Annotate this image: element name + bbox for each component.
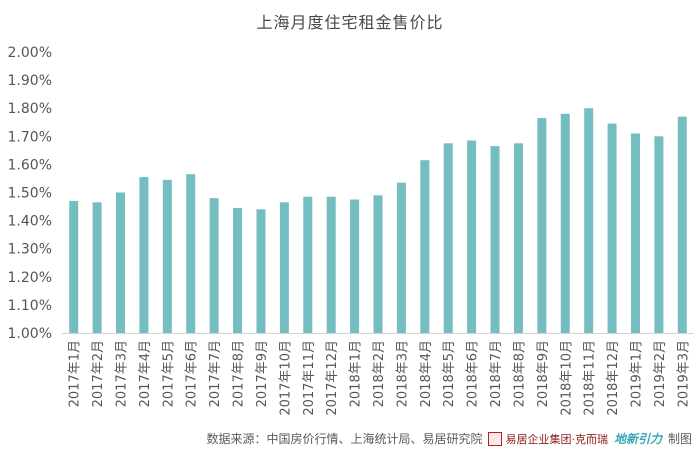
bar — [209, 198, 219, 333]
y-tick-label: 2.00% — [8, 45, 52, 61]
bar — [279, 202, 289, 333]
brand-name: 易居企业集团·克而瑞 — [505, 432, 608, 446]
bar — [443, 143, 453, 333]
x-tick-label: 2018年4月 — [419, 340, 434, 407]
x-tick-label: 2017年5月 — [161, 340, 176, 407]
y-tick-label: 1.80% — [8, 101, 52, 117]
bar — [92, 202, 102, 333]
source-note: 数据来源：中国房价行情、上海统计局、易居研究院 — [206, 432, 483, 446]
x-tick-label: 2017年12月 — [325, 340, 340, 416]
x-tick-label: 2017年10月 — [278, 340, 293, 416]
credit-label: 制图 — [667, 432, 692, 446]
bar — [467, 140, 477, 333]
y-tick-label: 1.60% — [8, 157, 52, 173]
x-tick-label: 2017年3月 — [115, 340, 130, 407]
y-tick-label: 1.50% — [8, 186, 52, 202]
bar — [513, 143, 523, 333]
bar — [420, 160, 430, 333]
brand-logo: 易居企业集团·克而瑞 — [488, 431, 608, 447]
x-tick-label: 2017年1月 — [68, 340, 83, 407]
y-tick-label: 1.10% — [8, 298, 52, 314]
bar — [654, 136, 664, 333]
bar — [303, 196, 313, 333]
bar — [396, 182, 406, 333]
x-tick-label: 2019年2月 — [653, 340, 668, 407]
bar — [373, 195, 383, 333]
bar — [584, 108, 594, 333]
x-tick-label: 2019年1月 — [629, 340, 644, 407]
x-tick-label: 2018年6月 — [466, 340, 481, 407]
seal-icon — [488, 431, 503, 446]
x-tick-label: 2017年11月 — [302, 340, 317, 416]
x-tick-label: 2017年9月 — [255, 340, 270, 407]
x-tick-label: 2018年3月 — [395, 340, 410, 407]
bar — [116, 192, 126, 333]
bar — [69, 200, 79, 333]
y-tick-label: 1.90% — [8, 73, 52, 89]
y-axis-labels: 1.00% 1.10% 1.20% 1.30% 1.40% 1.50% 1.60% 1.70%… — [8, 45, 52, 342]
bar — [560, 113, 570, 333]
bar — [139, 177, 149, 333]
x-tick-label: 2017年6月 — [185, 340, 200, 407]
y-tick-label: 1.70% — [8, 129, 52, 145]
bar — [630, 133, 640, 333]
bar — [537, 118, 547, 333]
bar — [162, 179, 172, 333]
x-tick-label: 2017年4月 — [138, 340, 153, 407]
bar — [490, 146, 500, 333]
bar — [233, 207, 243, 333]
x-tick-label: 2018年12月 — [606, 340, 621, 416]
x-tick-label: 2018年9月 — [536, 340, 551, 407]
y-tick-label: 1.00% — [8, 326, 52, 342]
x-tick-label: 2019年3月 — [676, 340, 691, 407]
bar — [677, 116, 687, 333]
x-tick-label: 2018年10月 — [559, 340, 574, 416]
brand-mark-logo: 地新引力 — [613, 432, 662, 446]
x-tick-label: 2018年1月 — [349, 340, 364, 407]
bar — [326, 196, 336, 333]
y-tick-label: 1.40% — [8, 214, 52, 230]
x-tick-label: 2018年8月 — [512, 340, 527, 407]
x-tick-label: 2017年2月 — [91, 340, 106, 407]
bar — [256, 209, 266, 333]
y-tick-label: 1.20% — [8, 270, 52, 286]
bar — [607, 123, 617, 333]
bars — [69, 108, 687, 333]
chart-title: 上海月度住宅租金售价比 — [256, 13, 444, 32]
x-tick-label: 2017年7月 — [208, 340, 223, 407]
x-tick-label: 2018年2月 — [372, 340, 387, 407]
x-tick-label: 2018年11月 — [583, 340, 598, 416]
x-tick-label: 2018年5月 — [442, 340, 457, 407]
bar — [350, 199, 360, 333]
y-tick-label: 1.30% — [8, 242, 52, 258]
x-tick-label: 2018年7月 — [489, 340, 504, 407]
bar — [186, 174, 196, 333]
footer: 数据来源：中国房价行情、上海统计局、易居研究院 易居企业集团·克而瑞 地新引力 … — [206, 430, 692, 447]
x-axis-labels: 2017年1月 2017年2月 2017年3月 2017年4月 2017年5月 2017年… — [68, 340, 692, 416]
x-tick-label: 2017年8月 — [232, 340, 247, 407]
